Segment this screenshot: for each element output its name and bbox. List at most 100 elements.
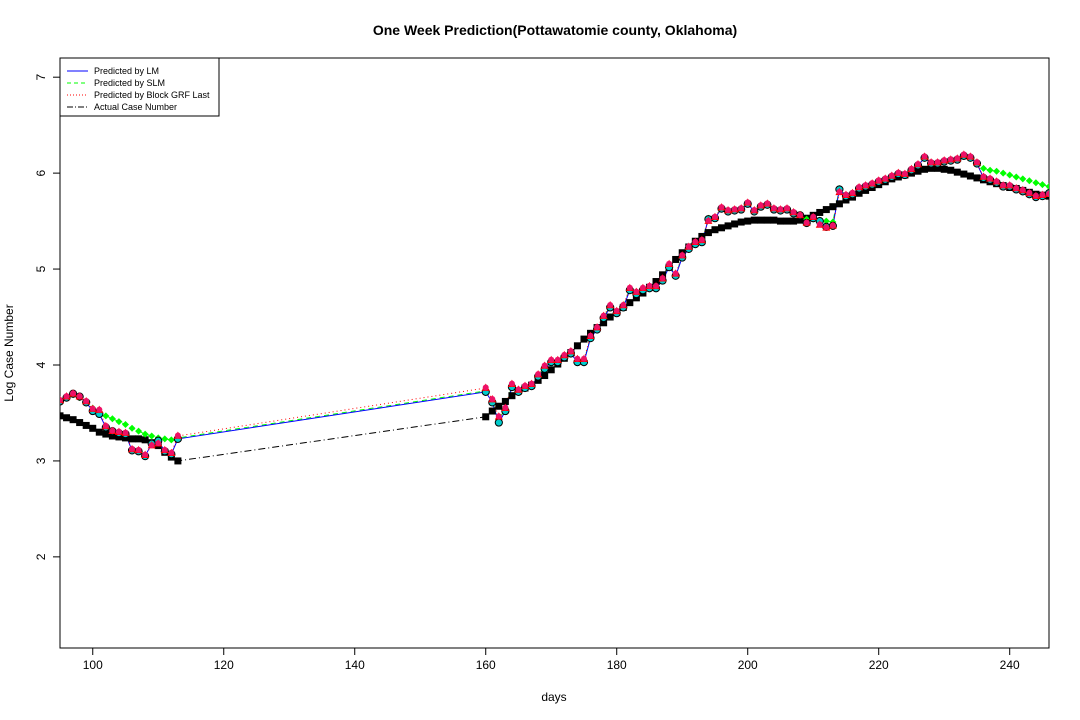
x-tick-label: 160 [476,658,496,672]
data-point-square [757,216,765,224]
data-point-overlay [954,155,961,162]
data-point-square [790,217,798,225]
data-point-square [60,412,64,420]
data-point-overlay [973,159,980,166]
data-point-overlay [947,156,954,163]
data-point-overlay [102,422,109,429]
x-tick-label: 100 [83,658,103,672]
data-point-overlay [967,153,974,160]
data-point-square [731,220,739,228]
data-point-square [108,432,116,440]
data-point-square [76,419,84,427]
x-tick-label: 200 [738,658,758,672]
x-tick-label: 240 [1000,658,1020,672]
data-point-diamond [167,436,175,444]
data-point-overlay [1000,182,1007,189]
data-point-square [914,167,922,175]
data-point-overlay [626,284,633,291]
x-tick-label: 140 [345,658,365,672]
data-point-overlay [580,355,587,362]
data-point-overlay [168,449,175,456]
data-point-square [547,366,555,374]
data-point-overlay [567,348,574,355]
y-tick-label: 6 [34,169,48,176]
data-point-overlay [620,302,627,309]
data-point-overlay [711,213,718,220]
legend: Predicted by LM Predicted by SLM Predicted… [59,57,220,117]
y-tick-label: 7 [34,74,48,81]
data-point-square [718,224,726,232]
data-point-overlay [502,404,509,411]
data-point-overlay [797,211,804,218]
data-point-square [744,217,752,225]
data-point-overlay [607,302,614,309]
data-point-square [829,203,837,211]
legend-label: Predicted by SLM [94,78,165,88]
data-point-overlay [515,386,522,393]
data-point-overlay [895,169,902,176]
data-point-square [580,335,588,343]
data-point-square [973,174,981,182]
data-point-overlay [875,177,882,184]
data-point-diamond [148,432,156,440]
data-point-overlay [934,159,941,166]
data-point-overlay [928,159,935,166]
data-point-square [63,414,71,422]
data-point-overlay [705,217,712,224]
data-point-overlay [960,151,967,158]
legend-box [59,57,220,117]
data-point-square [947,166,955,174]
data-point-overlay [738,205,745,212]
data-point-diamond [980,164,988,172]
data-point-square [934,164,942,172]
data-point-square [501,397,509,405]
data-point-overlay [587,332,594,339]
data-point-overlay [1013,184,1020,191]
data-point-square [541,372,549,380]
data-point-overlay [70,390,77,397]
legend-label: Actual Case Number [94,102,177,112]
data-point-overlay [810,213,817,220]
data-point-diamond [128,424,136,432]
data-point-overlay [882,175,889,182]
data-point-square [704,229,712,237]
data-point-square [953,168,961,176]
data-point-overlay [574,355,581,362]
data-point-overlay [495,413,502,420]
data-point-overlay [600,312,607,319]
data-point-overlay [89,405,96,412]
data-point-overlay [659,275,666,282]
data-point-overlay [692,238,699,245]
data-point-overlay [829,222,836,229]
data-point-overlay [528,380,535,387]
data-point-square [921,165,929,173]
data-point-square [573,342,581,350]
data-point-square [135,435,143,443]
data-point-square [776,217,784,225]
data-point-overlay [142,451,149,458]
data-point-overlay [633,288,640,295]
data-point-square [711,226,719,234]
data-point-diamond [1019,175,1027,183]
data-point-overlay [816,221,823,228]
data-point-square [482,413,490,421]
data-point-square [488,407,496,415]
data-point-overlay [482,384,489,391]
data-point-square [95,428,103,436]
data-point-overlay [522,382,529,389]
data-point-overlay [921,153,928,160]
data-point-overlay [489,396,496,403]
data-point-overlay [613,307,620,314]
data-point-overlay [862,182,869,189]
data-point-overlay [122,429,129,436]
data-point-overlay [980,173,987,180]
plot-frame [59,57,1050,649]
data-point-square [737,218,745,226]
data-point-overlay [1046,190,1049,197]
data-point-overlay [849,189,856,196]
data-point-overlay [155,440,162,447]
legend-label: Predicted by LM [94,66,159,76]
data-point-overlay [869,180,876,187]
data-point-overlay [823,224,830,231]
